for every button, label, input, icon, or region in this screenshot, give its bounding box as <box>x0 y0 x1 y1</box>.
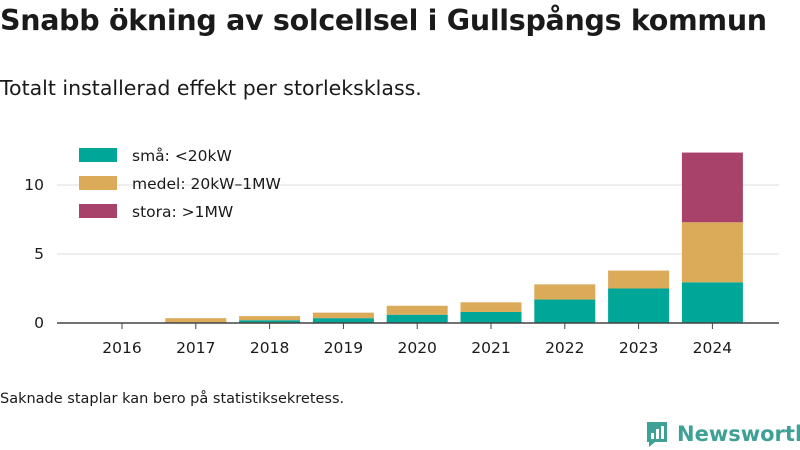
legend-swatch-2 <box>79 204 117 218</box>
legend-label-2: stora: >1MW <box>132 203 233 221</box>
bar-segment-2024-series-2 <box>681 152 743 223</box>
bar-segment-2022-series-1 <box>534 284 596 300</box>
x-tick-label: 2024 <box>693 339 732 357</box>
legend-label-0: små: <20kW <box>132 147 232 165</box>
x-tick-label: 2016 <box>102 339 141 357</box>
x-tick-label: 2019 <box>324 339 363 357</box>
bars <box>165 152 743 323</box>
bar-segment-2019-series-1 <box>312 312 374 319</box>
bar-segment-2023-series-0 <box>608 288 670 323</box>
brand-logo: Newsworthy <box>645 419 800 449</box>
bar-segment-2020-series-0 <box>386 314 448 323</box>
bar-segment-2020-series-1 <box>386 305 448 315</box>
x-tick-label: 2022 <box>545 339 584 357</box>
y-axis-ticks: 0 5 10 <box>24 176 44 332</box>
brand-name: Newsworthy <box>677 422 800 446</box>
footnote: Saknade staplar kan bero på statistiksek… <box>0 391 345 407</box>
bar-segment-2018-series-0 <box>239 320 301 323</box>
stacked-bar-chart: 0 5 10 2016 2017 2018 2019 2020 2021 2022 2023 202… <box>24 147 779 357</box>
chart-title: Snabb ökning av solcellsel i Gullspångs … <box>0 4 767 37</box>
y-tick-label: 10 <box>24 176 44 194</box>
x-tick-label: 2021 <box>471 339 510 357</box>
legend: små: <20kW medel: 20kW–1MW stora: >1MW <box>79 147 281 221</box>
bar-segment-2022-series-0 <box>534 299 596 323</box>
gridlines <box>57 184 779 255</box>
x-tick-label: 2018 <box>250 339 289 357</box>
x-tick-label: 2017 <box>176 339 215 357</box>
legend-swatch-0 <box>79 148 117 162</box>
y-tick-label: 0 <box>34 314 44 332</box>
chart-subtitle: Totalt installerad effekt per storlekskl… <box>0 76 422 100</box>
bar-segment-2024-series-0 <box>681 282 743 323</box>
x-tick-label: 2023 <box>619 339 658 357</box>
bar-segment-2017-series-1 <box>165 318 227 323</box>
x-tick-label: 2020 <box>397 339 436 357</box>
bar-segment-2023-series-1 <box>608 270 670 289</box>
bar-segment-2019-series-0 <box>312 318 374 323</box>
y-tick-label: 5 <box>34 245 44 263</box>
bar-segment-2021-series-0 <box>460 311 522 323</box>
legend-swatch-1 <box>79 176 117 190</box>
newsworthy-logo-icon <box>647 422 667 447</box>
bar-segment-2018-series-1 <box>239 316 301 321</box>
x-axis-ticks: 2016 2017 2018 2019 2020 2021 2022 2023 2024 <box>102 323 732 357</box>
bar-segment-2021-series-1 <box>460 302 522 312</box>
legend-label-1: medel: 20kW–1MW <box>132 175 281 193</box>
bar-segment-2024-series-1 <box>681 222 743 283</box>
